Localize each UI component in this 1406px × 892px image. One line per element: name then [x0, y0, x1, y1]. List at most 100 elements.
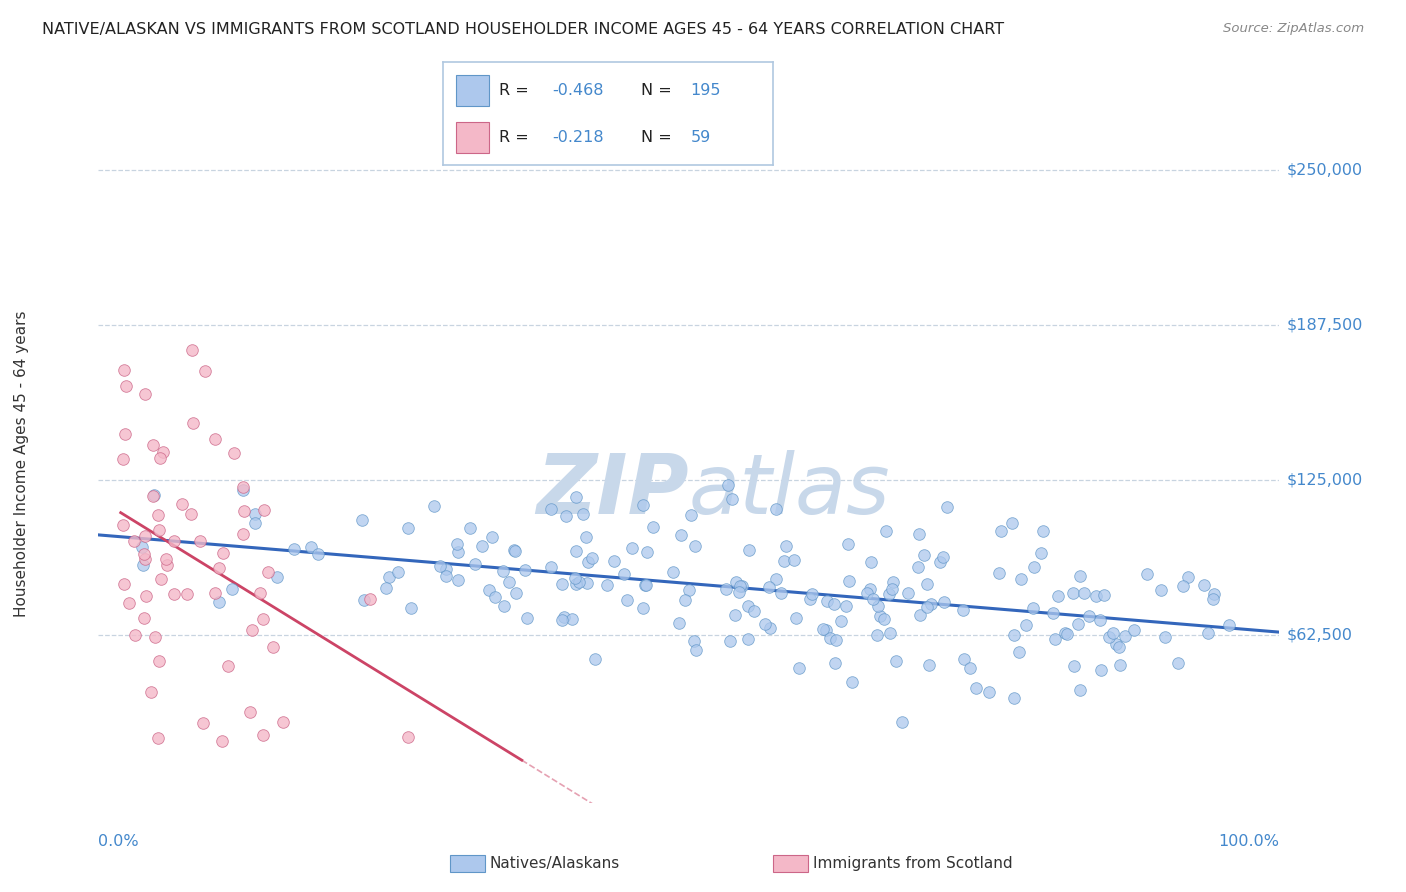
Point — [283, 542, 305, 557]
Point — [718, 634, 741, 648]
Point — [152, 445, 174, 459]
Point — [134, 387, 156, 401]
Text: atlas: atlas — [689, 450, 890, 532]
Point — [429, 558, 451, 573]
Point — [953, 652, 976, 666]
Point — [866, 628, 889, 642]
Point — [1029, 546, 1052, 560]
Point — [253, 502, 276, 516]
Point — [484, 590, 506, 604]
Point — [1097, 630, 1119, 644]
Text: $187,500: $187,500 — [1286, 318, 1362, 333]
Point — [163, 533, 186, 548]
Text: 59: 59 — [690, 130, 711, 145]
Point — [1204, 587, 1226, 601]
Point — [207, 594, 229, 608]
Text: ZIP: ZIP — [536, 450, 689, 532]
Point — [1053, 626, 1076, 640]
Point — [581, 550, 603, 565]
Point — [498, 574, 520, 589]
Point — [156, 558, 179, 572]
Point — [194, 364, 217, 378]
Point — [800, 587, 823, 601]
Point — [505, 586, 527, 600]
Point — [1202, 592, 1225, 607]
Point — [561, 612, 583, 626]
Point — [555, 508, 578, 523]
Point — [742, 604, 765, 618]
Point — [765, 572, 787, 586]
FancyBboxPatch shape — [456, 75, 489, 105]
Point — [134, 611, 156, 625]
Point — [122, 533, 145, 548]
Point — [1109, 657, 1132, 672]
Point — [242, 623, 264, 637]
Text: NATIVE/ALASKAN VS IMMIGRANTS FROM SCOTLAND HOUSEHOLDER INCOME AGES 45 - 64 YEARS: NATIVE/ALASKAN VS IMMIGRANTS FROM SCOTLA… — [42, 22, 1004, 37]
Point — [513, 563, 536, 577]
Point — [134, 547, 156, 561]
Point — [1031, 524, 1053, 539]
Point — [114, 426, 136, 441]
Point — [965, 681, 987, 696]
Point — [714, 582, 737, 597]
Point — [765, 501, 787, 516]
Point — [1171, 579, 1194, 593]
Point — [959, 661, 981, 675]
Point — [754, 617, 776, 632]
Point — [176, 586, 198, 600]
Point — [678, 582, 700, 597]
Point — [148, 523, 170, 537]
Point — [879, 626, 901, 640]
Point — [1069, 568, 1091, 582]
Point — [180, 343, 202, 357]
Point — [620, 541, 643, 556]
Point — [825, 632, 848, 647]
Point — [257, 565, 280, 579]
Point — [880, 582, 903, 596]
Point — [396, 731, 419, 745]
Point — [1192, 578, 1215, 592]
Point — [1197, 625, 1219, 640]
Point — [636, 545, 658, 559]
Point — [717, 478, 740, 492]
Point — [724, 574, 747, 589]
Point — [811, 622, 834, 636]
Point — [124, 627, 146, 641]
Point — [907, 560, 929, 574]
Text: R =: R = — [499, 130, 534, 145]
Point — [149, 572, 172, 586]
Point — [478, 583, 501, 598]
Point — [1002, 627, 1025, 641]
Point — [1045, 632, 1067, 647]
Text: -0.468: -0.468 — [553, 83, 603, 97]
Point — [1042, 606, 1064, 620]
Point — [118, 596, 141, 610]
Point — [1047, 589, 1070, 603]
Point — [1108, 640, 1130, 654]
Point — [987, 566, 1010, 580]
Point — [977, 685, 1000, 699]
Point — [564, 576, 586, 591]
Point — [565, 544, 588, 558]
Point — [873, 612, 896, 626]
Point — [869, 608, 891, 623]
Point — [783, 553, 806, 567]
Point — [1123, 623, 1146, 637]
Text: Householder Income Ages 45 - 64 years: Householder Income Ages 45 - 64 years — [14, 310, 28, 617]
Point — [568, 575, 591, 590]
Point — [112, 576, 135, 591]
Point — [516, 611, 538, 625]
Point — [824, 656, 846, 670]
Point — [458, 520, 481, 534]
Point — [359, 591, 381, 606]
Point — [148, 654, 170, 668]
Text: N =: N = — [641, 83, 678, 97]
Point — [758, 580, 780, 594]
Point — [299, 540, 322, 554]
Point — [671, 528, 693, 542]
Point — [262, 640, 284, 654]
Point — [1073, 586, 1095, 600]
Point — [396, 521, 419, 535]
Point — [232, 480, 254, 494]
Point — [217, 659, 239, 673]
